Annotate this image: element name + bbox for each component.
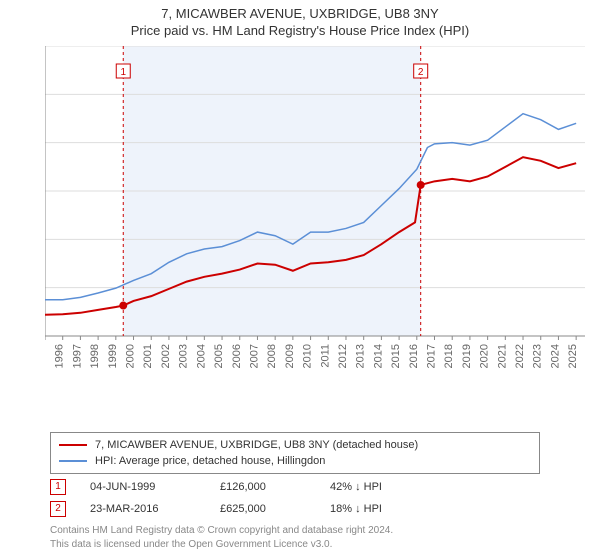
marker-table: 1 04-JUN-1999 £126,000 42% ↓ HPI 2 23-MA… [50, 476, 540, 520]
legend-label: 7, MICAWBER AVENUE, UXBRIDGE, UB8 3NY (d… [95, 439, 418, 451]
svg-text:1999: 1999 [107, 344, 119, 368]
svg-text:1995: 1995 [45, 344, 48, 368]
svg-text:1998: 1998 [89, 344, 101, 368]
marker-date: 23-MAR-2016 [90, 503, 220, 515]
title-sub: Price paid vs. HM Land Registry's House … [0, 23, 600, 38]
svg-text:2006: 2006 [231, 344, 243, 368]
chart-svg: £0£200K£400K£600K£800K£1M£1.2M1995199619… [45, 46, 585, 386]
svg-text:2021: 2021 [496, 344, 508, 368]
svg-text:1996: 1996 [54, 344, 66, 368]
svg-text:2025: 2025 [567, 344, 579, 368]
svg-text:2009: 2009 [284, 344, 296, 368]
svg-text:2008: 2008 [266, 344, 278, 368]
marker-date: 04-JUN-1999 [90, 481, 220, 493]
marker-row: 2 23-MAR-2016 £625,000 18% ↓ HPI [50, 498, 540, 520]
svg-text:1: 1 [120, 67, 126, 78]
svg-text:2019: 2019 [461, 344, 473, 368]
legend-swatch [59, 444, 87, 446]
svg-text:2012: 2012 [337, 344, 349, 368]
svg-text:2017: 2017 [426, 344, 438, 368]
svg-text:2024: 2024 [549, 344, 561, 368]
svg-text:2010: 2010 [302, 344, 314, 368]
legend-item: HPI: Average price, detached house, Hill… [59, 453, 531, 469]
svg-text:2004: 2004 [195, 344, 207, 368]
legend-item: 7, MICAWBER AVENUE, UXBRIDGE, UB8 3NY (d… [59, 437, 531, 453]
marker-price: £625,000 [220, 503, 330, 515]
svg-text:2023: 2023 [532, 344, 544, 368]
svg-text:2000: 2000 [125, 344, 137, 368]
legend: 7, MICAWBER AVENUE, UXBRIDGE, UB8 3NY (d… [50, 432, 540, 474]
svg-text:2007: 2007 [248, 344, 260, 368]
svg-text:2002: 2002 [160, 344, 172, 368]
svg-text:2005: 2005 [213, 344, 225, 368]
svg-text:2013: 2013 [355, 344, 367, 368]
svg-text:2016: 2016 [408, 344, 420, 368]
svg-text:2022: 2022 [514, 344, 526, 368]
marker-badge: 1 [50, 479, 66, 495]
marker-delta: 42% ↓ HPI [330, 481, 450, 493]
svg-text:2014: 2014 [372, 344, 384, 368]
legend-swatch [59, 460, 87, 462]
marker-delta: 18% ↓ HPI [330, 503, 450, 515]
figure: 7, MICAWBER AVENUE, UXBRIDGE, UB8 3NY Pr… [0, 0, 600, 560]
legend-label: HPI: Average price, detached house, Hill… [95, 455, 325, 467]
marker-price: £126,000 [220, 481, 330, 493]
svg-text:2018: 2018 [443, 344, 455, 368]
marker-badge: 2 [50, 501, 66, 517]
title-block: 7, MICAWBER AVENUE, UXBRIDGE, UB8 3NY Pr… [0, 0, 600, 38]
svg-text:2003: 2003 [178, 344, 190, 368]
marker-row: 1 04-JUN-1999 £126,000 42% ↓ HPI [50, 476, 540, 498]
svg-text:2011: 2011 [319, 344, 331, 368]
svg-text:2: 2 [418, 67, 424, 78]
svg-text:2001: 2001 [142, 344, 154, 368]
footer-line1: Contains HM Land Registry data © Crown c… [50, 524, 393, 538]
footer: Contains HM Land Registry data © Crown c… [50, 524, 393, 551]
svg-text:2020: 2020 [479, 344, 491, 368]
title-address: 7, MICAWBER AVENUE, UXBRIDGE, UB8 3NY [0, 6, 600, 21]
footer-line2: This data is licensed under the Open Gov… [50, 538, 393, 552]
chart: £0£200K£400K£600K£800K£1M£1.2M1995199619… [45, 46, 585, 386]
svg-text:2015: 2015 [390, 344, 402, 368]
svg-text:1997: 1997 [71, 344, 83, 368]
